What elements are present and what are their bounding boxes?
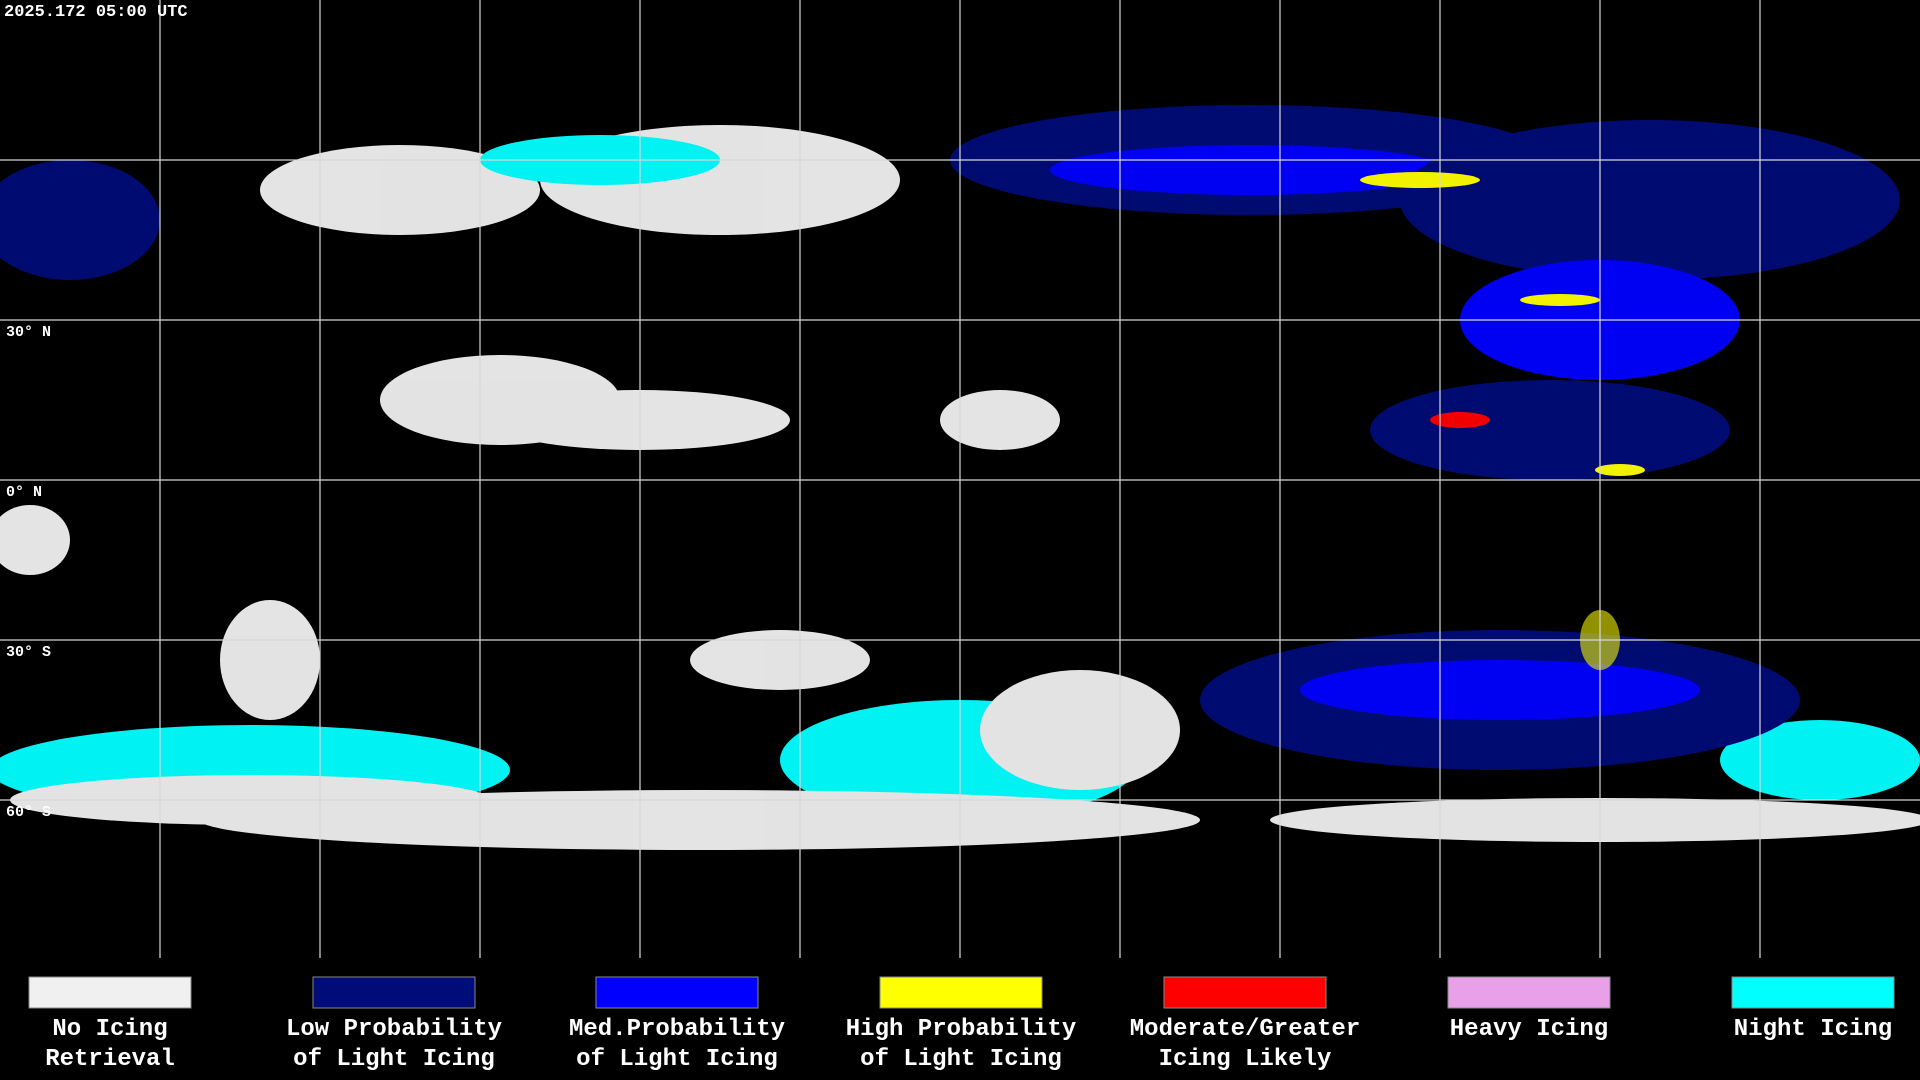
legend: No Icing Retrieval Low Probability of Light… (28, 976, 1895, 1073)
legend-swatch (1447, 976, 1611, 1009)
latitude-label: 30° N (6, 324, 51, 341)
legend-label: High Probability (846, 1016, 1076, 1043)
legend-swatch (1163, 976, 1327, 1009)
legend-swatch (595, 976, 759, 1009)
timestamp: 2025.172 05:00 UTC (4, 3, 188, 22)
legend-label: of Light Icing (293, 1046, 495, 1073)
legend-label: Night Icing (1734, 1016, 1892, 1043)
legend-swatch (28, 976, 192, 1009)
legend-label: Heavy Icing (1450, 1016, 1608, 1043)
legend-label: of Light Icing (576, 1046, 778, 1073)
legend-label: Retrieval (45, 1046, 175, 1073)
latitude-labels: 30° N 0° N 30° S 60° S (6, 324, 51, 821)
latitude-label: 0° N (6, 484, 42, 501)
legend-label: No Icing (52, 1016, 167, 1043)
legend-swatch (1731, 976, 1895, 1009)
legend-label: Icing Likely (1159, 1046, 1332, 1073)
legend-label: of Light Icing (860, 1046, 1062, 1073)
cloud-fields (0, 105, 1920, 850)
legend-label: Med.Probability (569, 1016, 785, 1043)
legend-label: Low Probability (286, 1016, 502, 1043)
legend-swatch (312, 976, 476, 1009)
legend-swatch (879, 976, 1043, 1009)
graticule (0, 0, 1920, 958)
legend-label: Moderate/Greater (1130, 1016, 1360, 1043)
latitude-label: 30° S (6, 644, 51, 661)
map-area (0, 0, 1920, 958)
latitude-label: 60° S (6, 804, 51, 821)
